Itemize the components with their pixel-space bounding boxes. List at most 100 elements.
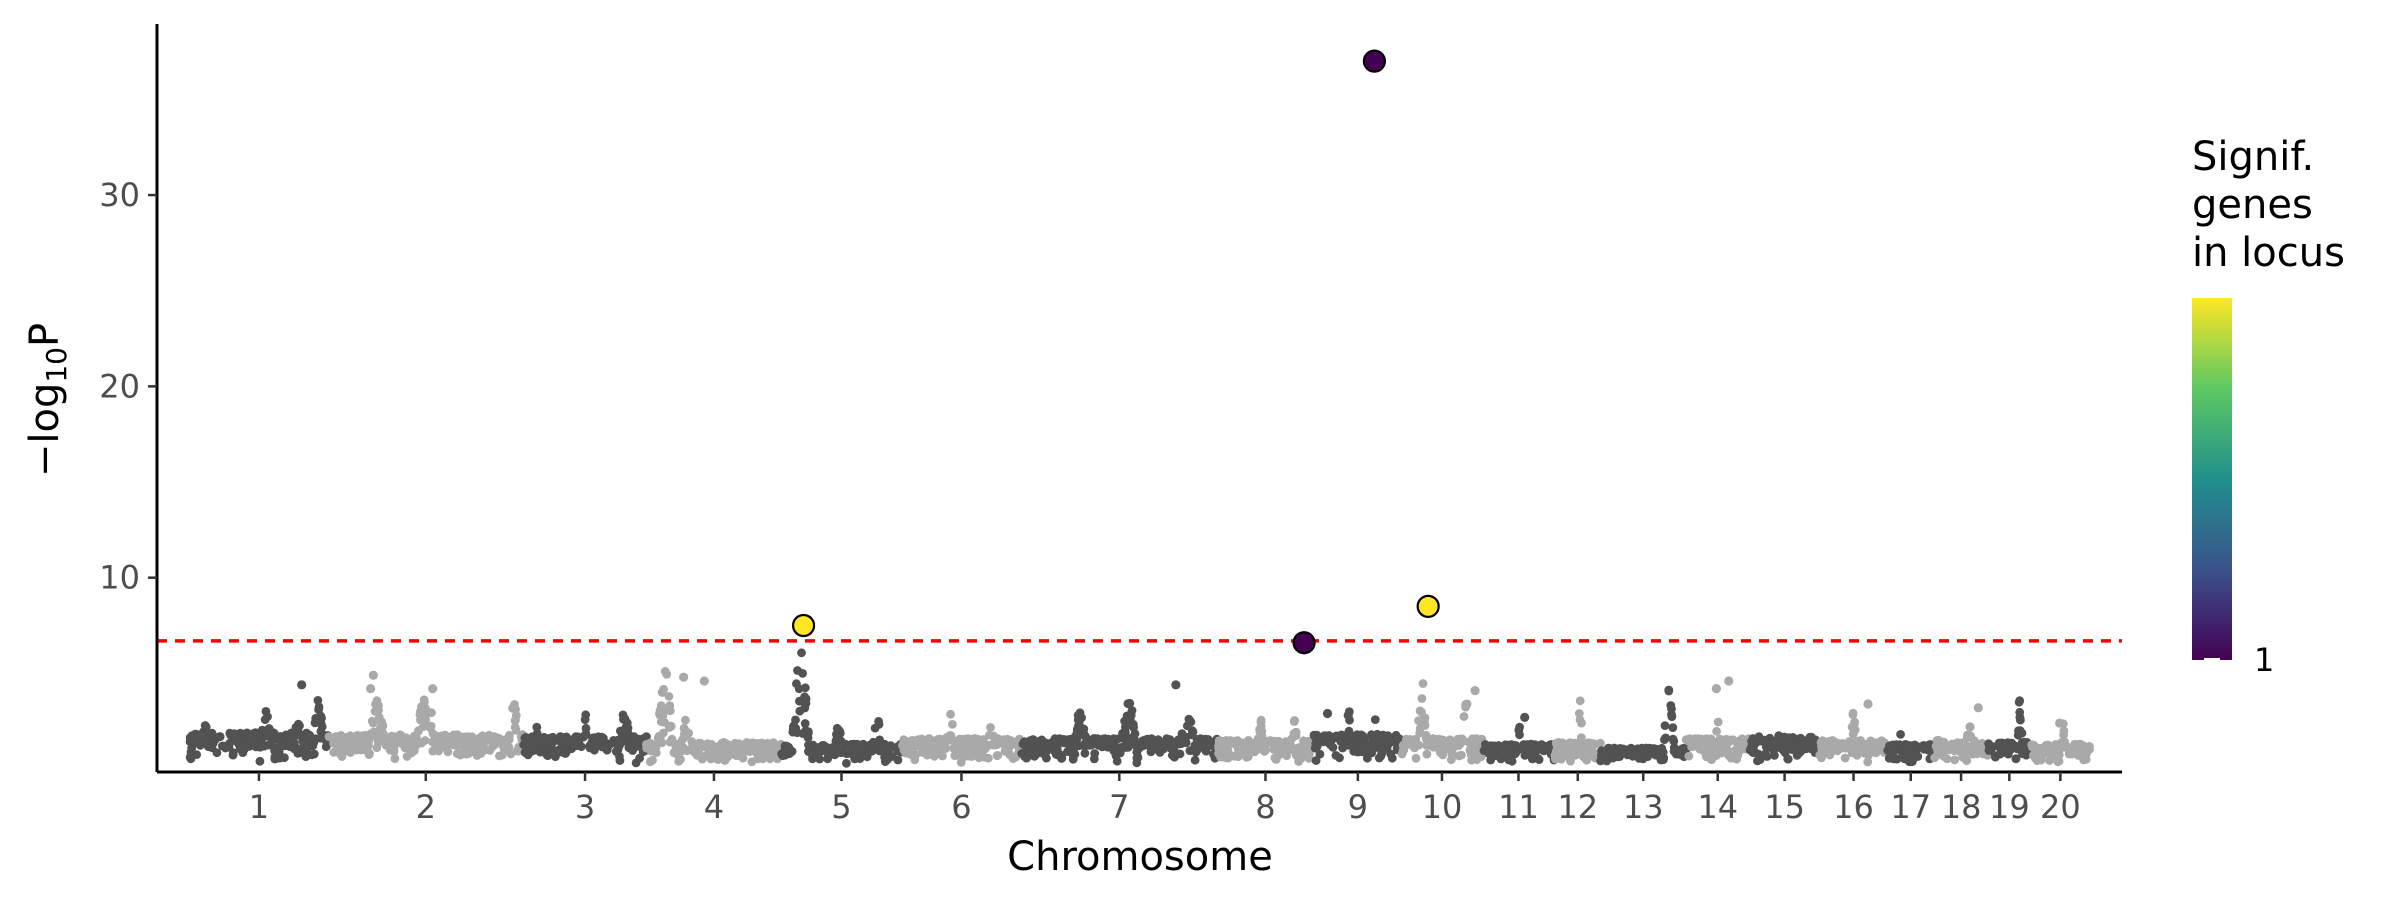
outlier-point	[1470, 685, 1480, 696]
snp-point-chr12	[1551, 739, 1561, 748]
snp-point-chr1	[241, 741, 251, 751]
snp-point-chr7	[1146, 743, 1156, 752]
snp-point-chr8	[1270, 753, 1280, 763]
snp-point-chr10	[1411, 734, 1421, 744]
snp-point-chr1	[228, 748, 238, 757]
outlier-point	[297, 680, 307, 690]
snp-point-chr17	[1907, 757, 1917, 767]
snp-point-chr7	[1031, 746, 1041, 755]
snp-point-chr7	[1039, 749, 1048, 759]
snp-point-chr3	[581, 729, 591, 739]
snp-point-chr5	[816, 742, 826, 752]
snp-point-chr12	[1576, 733, 1586, 742]
lead-snp-chr8	[1292, 631, 1316, 655]
snp-point-chr20	[2030, 753, 2040, 763]
snp-point-chr7	[1082, 738, 1092, 748]
y-tick-label: 10	[99, 559, 140, 597]
snp-point-chr2	[418, 715, 428, 724]
snp-point-chr2	[374, 712, 384, 722]
snp-point-chr7	[1117, 733, 1127, 743]
snp-point-chr2	[465, 747, 475, 757]
snp-point-chr3	[620, 714, 630, 724]
snp-point-chr9	[1331, 731, 1341, 741]
snp-point-chr7	[1117, 743, 1126, 752]
snp-point-chr6	[928, 741, 938, 751]
snp-point-chr2	[511, 715, 520, 725]
snp-point-chr7	[1123, 711, 1133, 721]
snp-point-chr9	[1357, 747, 1367, 757]
snp-point-chr1	[284, 741, 293, 750]
snp-point-chr1	[218, 741, 227, 751]
snp-point-chr20	[2040, 745, 2049, 755]
snp-point-chr9	[1311, 756, 1321, 765]
snp-point-chr13	[1660, 735, 1669, 745]
snp-point-chr12	[1584, 738, 1593, 748]
snp-point-chr8	[1256, 715, 1266, 725]
snp-point-chr3	[527, 746, 537, 756]
snp-point-chr9	[1370, 715, 1380, 724]
snp-point-chr7	[1170, 747, 1179, 756]
snp-point-chr2	[498, 736, 508, 746]
snp-point-chr5	[815, 754, 824, 764]
snp-point-chr5	[842, 758, 851, 768]
x-tick-label: 3	[575, 788, 595, 826]
snp-point-chr9	[1362, 753, 1372, 763]
snp-point-chr6	[993, 751, 1003, 760]
snp-point-chr13	[1600, 750, 1609, 759]
snp-point-chr4	[664, 723, 674, 732]
snp-point-chr6	[1008, 737, 1017, 747]
snp-point-chr9	[1310, 743, 1320, 753]
snp-point-chr4	[732, 748, 741, 758]
snp-point-chr4	[734, 740, 744, 750]
snp-point-chr17	[1892, 754, 1902, 764]
legend-colorbar	[2192, 298, 2232, 660]
snp-point-chr19	[2011, 754, 2021, 763]
snp-point-chr19	[2015, 696, 2025, 706]
snp-point-chr8	[1290, 716, 1299, 725]
snp-point-chr9	[1320, 731, 1329, 741]
snp-point-chr6	[986, 723, 995, 732]
snp-point-chr2	[417, 702, 426, 712]
snp-point-chr1	[296, 748, 305, 757]
snp-point-chr5	[797, 648, 806, 658]
snp-point-chr5	[824, 752, 833, 761]
snp-point-chr1	[255, 756, 265, 766]
snp-point-chr8	[1257, 727, 1267, 736]
x-tick-label: 15	[1764, 788, 1805, 826]
snp-point-chr4	[681, 715, 690, 725]
snp-point-chr11	[1504, 747, 1514, 757]
snp-point-chr4	[766, 751, 776, 761]
snp-point-chr10	[1461, 702, 1470, 712]
snp-point-chr18	[1931, 741, 1941, 751]
snp-point-chr7	[1153, 743, 1163, 752]
snp-point-chr2	[510, 722, 520, 732]
snp-point-chr17	[1891, 740, 1901, 749]
snp-point-chr14	[1710, 741, 1720, 751]
snp-point-chr3	[546, 736, 556, 745]
snp-point-chr4	[645, 738, 655, 748]
snp-point-chr1	[245, 732, 255, 742]
x-tick-label: 20	[2040, 788, 2081, 826]
snp-point-chr1	[295, 721, 304, 731]
outlier-point	[2055, 718, 2065, 728]
snp-point-chr5	[780, 745, 790, 755]
snp-point-chr19	[1986, 745, 1995, 755]
snp-point-chr4	[753, 741, 763, 750]
snp-point-chr3	[602, 742, 612, 752]
snp-point-chr5	[791, 715, 800, 725]
x-tick-label: 17	[1890, 788, 1931, 826]
snp-point-chr6	[955, 738, 965, 747]
snp-point-chr2	[409, 746, 419, 756]
x-tick-label: 6	[951, 788, 971, 826]
snp-point-chr2	[431, 732, 441, 742]
snp-point-chr4	[684, 728, 694, 738]
snp-point-chr1	[270, 743, 279, 752]
snp-point-chr1	[230, 729, 240, 739]
snp-point-chr7	[1053, 750, 1062, 760]
snp-point-chr3	[635, 753, 644, 763]
x-tick-label: 5	[831, 788, 851, 826]
outlier-point	[1965, 722, 1975, 732]
snp-point-chr7	[1033, 737, 1043, 747]
snp-point-chr1	[186, 747, 196, 757]
snp-point-chr4	[659, 684, 668, 694]
